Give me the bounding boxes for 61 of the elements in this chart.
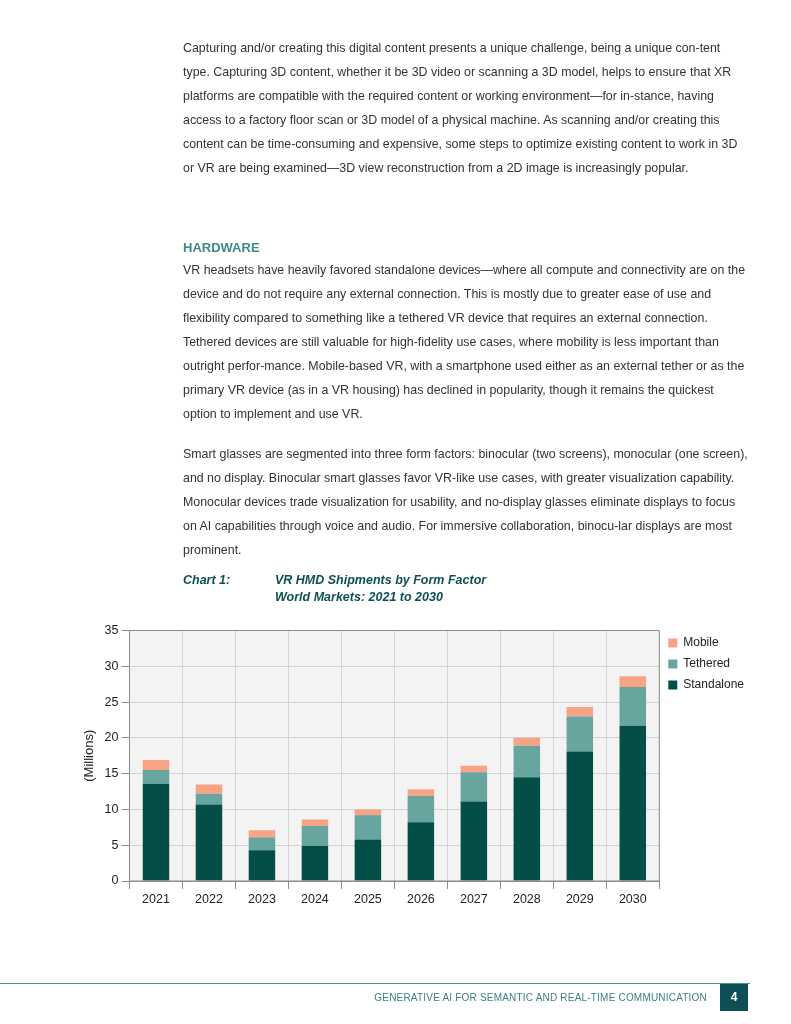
x-tick-label: 2022	[195, 891, 223, 906]
bar	[301, 819, 329, 826]
bar	[619, 676, 647, 688]
bar	[619, 687, 647, 726]
bar	[566, 707, 594, 717]
bar	[513, 737, 541, 746]
bar	[566, 751, 594, 881]
x-tick-label: 2028	[512, 891, 541, 906]
x-tick-label: 2027	[459, 891, 488, 906]
bar	[460, 772, 488, 802]
chart-subtitle: World Markets: 2021 to 2030	[275, 590, 443, 604]
legend-label: Tethered	[683, 656, 730, 671]
text: GENERATIVE AI FOR SEMANTIC AND REAL-TIME COMMUNICATION	[374, 992, 707, 1003]
y-tick-label: 25	[104, 694, 119, 709]
caption: Chart 1:	[183, 572, 231, 589]
y-tick-label: 5	[111, 837, 119, 852]
bar	[407, 795, 435, 823]
legend-label: Mobile	[683, 635, 719, 650]
y-tick-label: 30	[104, 658, 119, 673]
bar	[407, 789, 435, 796]
x-tick-label: 2023	[248, 891, 276, 906]
y-axis-title: (Millions)	[81, 729, 97, 782]
bar	[354, 839, 382, 881]
text: Smart glasses are segmented into three form factors: binocular (two screens), monocular (one screen), and no display. Binocular smart glasses favor VR-like use cases, with greater visualization capability. Monocular devices trade visualization for usability, and no-display glasses eliminate displays to focus on AI capabilities through voice and audio. For immersive collaboration, binocu-lar displays are most prominent.	[183, 446, 748, 559]
bar	[142, 770, 170, 784]
y-tick-label: 10	[104, 801, 119, 816]
y-tick-label: 35	[104, 622, 119, 637]
bar	[513, 777, 541, 881]
bar	[248, 830, 276, 838]
bar	[354, 809, 382, 816]
bar	[195, 784, 223, 794]
bar	[460, 801, 488, 881]
bar	[195, 793, 223, 805]
bar	[460, 765, 488, 773]
bar	[354, 815, 382, 840]
text: 4	[720, 983, 748, 1011]
y-tick-label: 0	[111, 873, 119, 888]
bar	[301, 825, 329, 846]
bar	[513, 745, 541, 778]
bar	[142, 783, 170, 881]
x-tick-label: 2029	[565, 891, 594, 906]
x-tick-label: 2030	[618, 891, 647, 906]
bar	[566, 716, 594, 752]
chart-title: VR HMD Shipments by Form Factor	[275, 573, 487, 587]
y-tick-label: 15	[104, 766, 119, 781]
x-tick-label: 2024	[301, 891, 329, 906]
bar	[248, 850, 276, 881]
bar	[407, 822, 435, 881]
bar	[619, 725, 647, 881]
text: VR headsets have heavily favored standalone devices—where all compute and connectivity are on the device and do not require any external connection. This is mostly due to greater ease of use and flexibility compared to something like a tethered VR device that requires an external connection. Tethered devices are still valuable for high-fidelity use cases, where mobility is less important than outright perfor-mance. Mobile-based VR, with a smartphone used either as an external tether or as the primary VR device (as in a VR housing) has declined in popularity, though it remains the quickest option to implement and use VR.	[183, 262, 747, 423]
x-tick-label: 2021	[142, 891, 170, 906]
bar	[301, 845, 329, 881]
x-tick-label: 2025	[354, 891, 382, 906]
bar	[142, 760, 170, 771]
legend-label: Standalone	[683, 677, 745, 692]
text: Capturing and/or creating this digital content presents a unique challenge, being a unique con-tent type. Capturing 3D content, whether it be 3D video or scanning a 3D model, helps to ensure that XR platforms are compatible with the required content or working environment—for in-stance, having access to a factory floor scan or 3D model of a physical machine. As scanning and/or creating this content can be time-consuming and expensive, some steps to optimize existing content to work in 3D or VR are being examined—3D view reconstruction from a 2D image is increasingly popular.	[183, 40, 739, 177]
x-tick-label: 2026	[406, 891, 435, 906]
bar	[248, 837, 276, 851]
bar	[195, 804, 223, 881]
text: HARDWARE	[183, 240, 260, 255]
y-tick-label: 20	[104, 730, 119, 745]
